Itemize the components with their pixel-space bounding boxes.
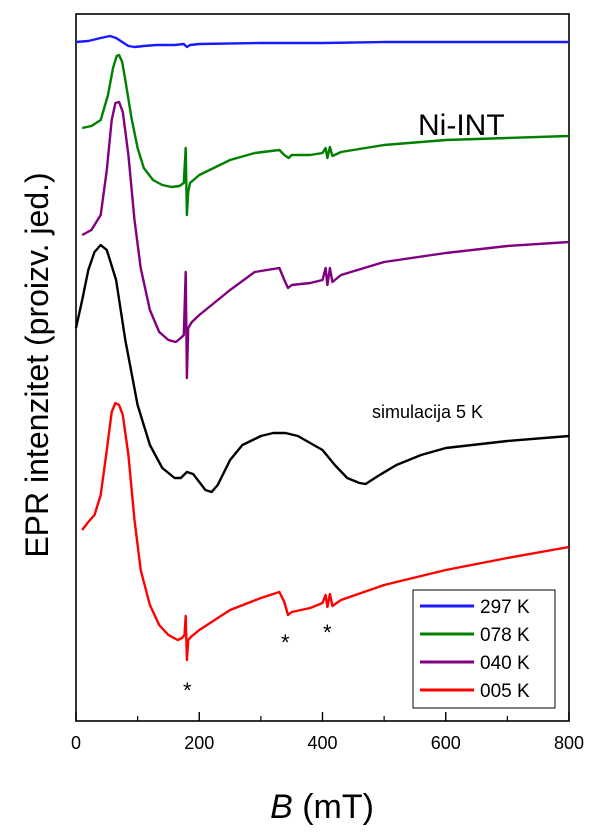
y-axis-label: EPR intenzitet (proizv. jed.)	[19, 172, 55, 557]
star-marker-1: *	[183, 678, 192, 703]
x-tick-label: 200	[184, 733, 214, 753]
x-tick-label: 0	[71, 733, 81, 753]
x-tick-label: 600	[431, 733, 461, 753]
series-line-simulacija-5-k	[74, 243, 570, 494]
legend-items: 297 K 078 K 040 K 005 K	[420, 597, 530, 702]
x-axis-ticks: 0 200 400 600 800	[71, 712, 584, 753]
x-axis-label-unit: (mT)	[293, 788, 374, 826]
legend-label: 005 K	[480, 681, 530, 702]
simulation-label: simulacija 5 K	[372, 402, 483, 422]
series-line-005-k	[81, 401, 570, 662]
series-group	[74, 34, 570, 662]
series-line-078-k	[81, 53, 570, 217]
series-line-297-k	[75, 34, 569, 49]
legend-label: 078 K	[480, 625, 530, 646]
legend-label: 297 K	[480, 597, 530, 618]
x-axis-label-symbol: B	[270, 788, 293, 826]
x-tick-label: 400	[307, 733, 337, 753]
legend: 297 K 078 K 040 K 005 K	[412, 589, 556, 709]
legend-label: 040 K	[480, 653, 530, 674]
star-marker-2: *	[281, 630, 290, 655]
x-axis-label: B (mT)	[270, 788, 374, 826]
sample-label: Ni-INT	[418, 109, 505, 142]
x-tick-label: 800	[554, 733, 584, 753]
star-marker-3: *	[323, 620, 332, 645]
series-line-040-k	[81, 100, 570, 380]
legend-frame	[412, 589, 556, 709]
